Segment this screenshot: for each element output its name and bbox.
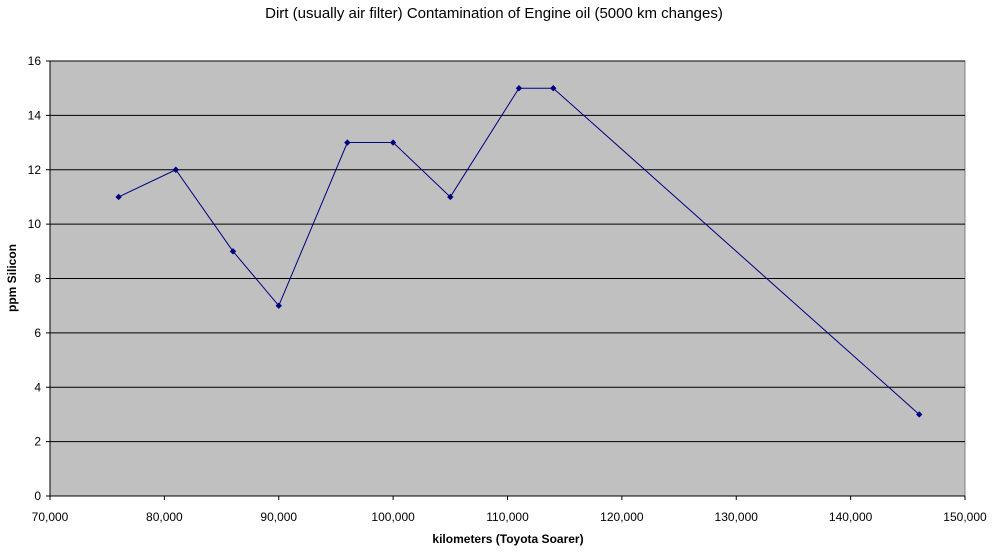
- x-tick-label: 130,000: [715, 510, 759, 524]
- y-tick-label: 8: [34, 272, 41, 286]
- y-tick-label: 12: [28, 163, 42, 177]
- chart-title: Dirt (usually air filter) Contamination …: [265, 5, 723, 22]
- data-point-marker: [275, 302, 282, 309]
- y-tick-label: 6: [34, 326, 41, 340]
- x-axis-label: kilometers (Toyota Soarer): [432, 532, 583, 546]
- axes: 0 2 4 6 8 10 12 14 16 70,000 80,000 90,000 100,000 11…: [28, 54, 987, 524]
- y-tick-label: 0: [34, 489, 41, 503]
- x-tick-label: 150,000: [943, 510, 987, 524]
- data-point-marker: [447, 193, 454, 201]
- y-tick-label: 4: [34, 380, 41, 394]
- series-line: [118, 87, 920, 415]
- x-tick-label: 70,000: [32, 510, 69, 524]
- x-tick-label: 110,000: [486, 510, 529, 524]
- x-tick-label: 80,000: [146, 510, 183, 524]
- x-tick-label: 90,000: [260, 510, 297, 524]
- data-point-marker: [916, 411, 923, 418]
- data-point-marker: [515, 84, 523, 92]
- y-tick-label: 10: [28, 217, 42, 231]
- x-tick-label: 120,000: [600, 510, 644, 524]
- data-point-marker: [550, 84, 557, 92]
- y-tick-label: 2: [34, 435, 41, 449]
- y-tick-label: 14: [28, 108, 42, 122]
- data-series: [115, 84, 923, 418]
- y-tick-label: 16: [28, 54, 42, 68]
- gridlines: [50, 60, 965, 443]
- data-point-marker: [229, 248, 237, 255]
- data-point-marker: [115, 193, 122, 201]
- data-point-marker: [344, 139, 351, 146]
- data-point-marker: [389, 139, 397, 146]
- y-axis-label: ppm Silicon: [5, 244, 19, 312]
- x-tick-label: 140,000: [829, 510, 873, 524]
- x-tick-label: 100,000: [371, 510, 415, 524]
- data-point-marker: [172, 166, 180, 173]
